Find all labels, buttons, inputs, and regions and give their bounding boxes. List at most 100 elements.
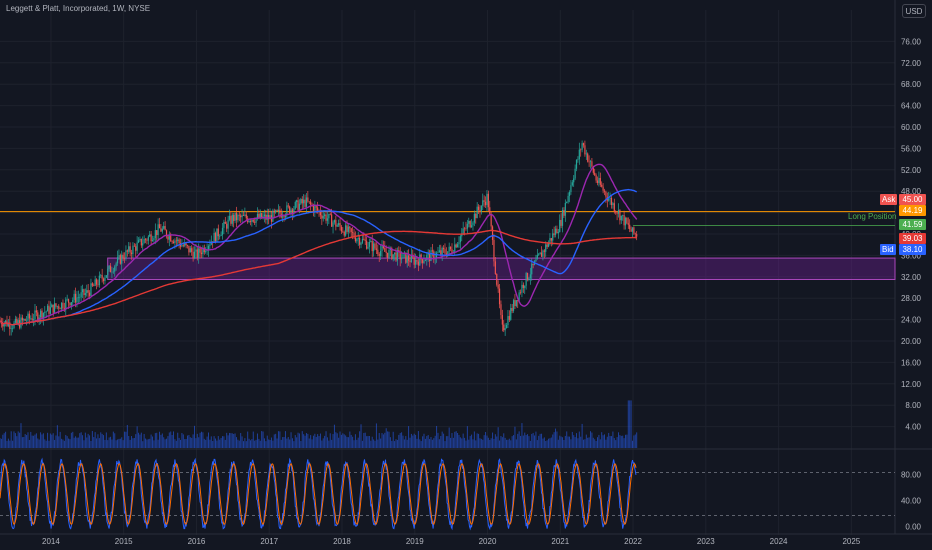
candle-body <box>189 248 191 253</box>
volume-bar <box>199 432 201 448</box>
volume-bar <box>301 431 303 448</box>
volume-bar <box>181 432 183 448</box>
candle-body <box>163 226 165 229</box>
volume-bar <box>298 433 300 448</box>
volume-bar <box>26 435 28 448</box>
volume-bar <box>3 433 5 448</box>
candle-body <box>634 233 636 235</box>
volume-bar <box>423 433 425 448</box>
candle-body <box>122 254 124 259</box>
candle-body <box>121 254 123 264</box>
volume-bar <box>40 432 42 448</box>
candle-body <box>384 247 386 252</box>
candle-body <box>59 308 61 310</box>
candle-body <box>188 245 190 253</box>
candle-body <box>44 312 46 313</box>
currency-button[interactable]: USD <box>902 4 926 18</box>
volume-bar <box>139 434 141 448</box>
price-axis-tick: 36.00 <box>901 251 922 260</box>
candle-body <box>104 277 106 282</box>
volume-bar <box>331 439 333 448</box>
candle-body <box>331 214 333 227</box>
candle-body <box>118 255 120 258</box>
volume-bar <box>233 434 235 448</box>
candle-body <box>249 220 252 222</box>
volume-bar <box>622 435 624 448</box>
candle-body <box>552 233 554 241</box>
candle-body <box>493 239 495 262</box>
candle-body <box>242 215 245 216</box>
volume-bar <box>178 437 180 448</box>
volume-bar <box>409 437 411 448</box>
candle-body <box>547 242 550 247</box>
candle-body <box>603 190 606 192</box>
candle-body <box>182 245 184 246</box>
candle-body <box>310 201 312 205</box>
candle-body <box>87 290 89 293</box>
volume-bar <box>66 436 68 448</box>
volume-bar <box>31 435 33 448</box>
candle-body <box>619 210 621 221</box>
candle-body <box>133 245 135 247</box>
candle-body <box>385 251 387 253</box>
candle-body <box>366 240 368 249</box>
time-axis-tick: 2024 <box>770 537 788 546</box>
volume-bar <box>605 439 607 448</box>
volume-bar <box>549 438 551 448</box>
volume-bar <box>228 432 230 448</box>
candle-body <box>465 228 467 230</box>
volume-bar <box>63 440 65 448</box>
volume-bar <box>501 437 503 448</box>
candle-body <box>463 228 466 230</box>
candle-body <box>255 217 257 223</box>
volume-bar <box>136 426 138 448</box>
volume-bar <box>377 439 379 448</box>
volume-bar <box>560 436 562 448</box>
candle-body <box>56 306 58 307</box>
candle-body <box>529 274 531 279</box>
volume-bar <box>210 436 212 448</box>
volume-bar <box>328 440 330 448</box>
candle-body <box>10 328 12 330</box>
volume-bar <box>104 439 106 448</box>
candle-body <box>409 260 411 263</box>
volume-bar <box>356 439 358 448</box>
volume-bar <box>580 436 582 448</box>
volume-bar <box>346 436 348 448</box>
time-axis-tick: 2019 <box>406 537 424 546</box>
candle-body <box>578 149 580 160</box>
candle-body <box>72 299 74 303</box>
volume-bar <box>452 437 454 448</box>
volume-bar <box>515 439 517 448</box>
volume-bar <box>587 437 589 448</box>
volume-bar <box>324 435 326 448</box>
candle-body <box>272 210 274 222</box>
volume-bar <box>62 439 64 448</box>
volume-bar <box>459 437 461 448</box>
volume-bar <box>238 440 240 448</box>
volume-bar <box>189 437 191 448</box>
position-price-tag: 41.59 <box>899 219 926 230</box>
candle-body <box>275 210 277 213</box>
volume-bar <box>396 439 398 448</box>
volume-bar <box>47 432 49 448</box>
volume-bar <box>612 431 614 448</box>
candle-body <box>42 312 44 319</box>
volume-bar <box>361 440 363 448</box>
volume-bar <box>105 432 107 448</box>
candle-body <box>489 207 491 214</box>
volume-bar <box>363 433 365 448</box>
candle-body <box>437 252 439 253</box>
candle-body <box>536 254 538 260</box>
candle-body <box>462 228 464 234</box>
volume-bar <box>108 437 110 448</box>
volume-bar <box>175 440 177 448</box>
volume-bar <box>507 439 509 448</box>
candle-body <box>406 255 408 263</box>
volume-bar <box>364 432 366 448</box>
volume-bar <box>384 432 386 448</box>
candle-body <box>312 205 315 212</box>
volume-bar <box>370 440 372 448</box>
